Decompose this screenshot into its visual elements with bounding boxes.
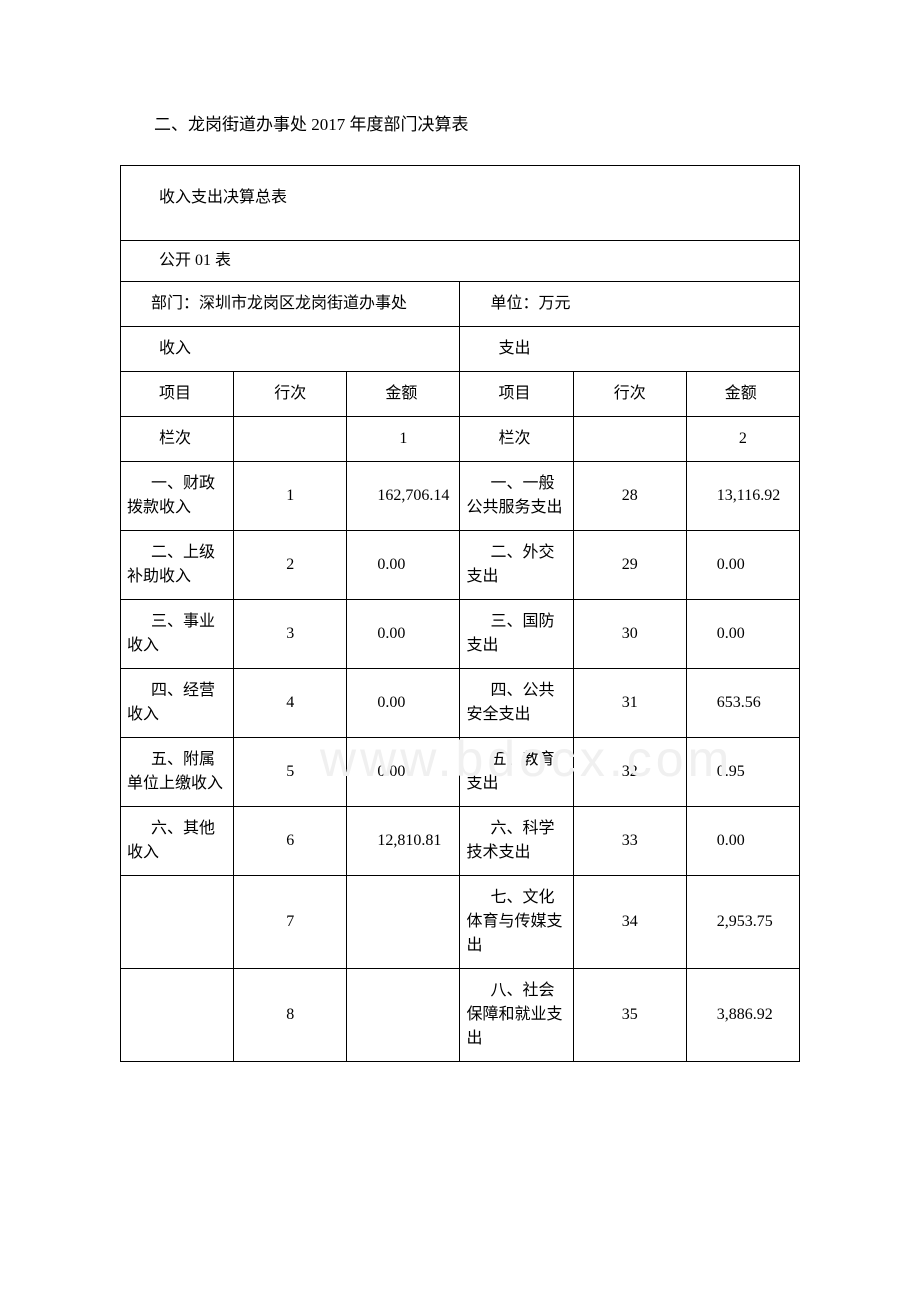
col-header-item-1: 项目 bbox=[121, 372, 234, 417]
income-amount bbox=[347, 876, 460, 969]
income-amount: 0.00 bbox=[347, 600, 460, 669]
income-item bbox=[121, 876, 234, 969]
col-index-label-2: 栏次 bbox=[460, 417, 573, 462]
col-header-amount-2: 金额 bbox=[686, 372, 799, 417]
expense-amount: 0.00 bbox=[686, 807, 799, 876]
expense-row-no: 31 bbox=[573, 669, 686, 738]
table-row: 六、其他收入 6 12,810.81 六、科学技术支出 33 0.00 bbox=[121, 807, 800, 876]
expense-row-no: 35 bbox=[573, 969, 686, 1062]
income-row-no: 3 bbox=[234, 600, 347, 669]
income-row-no: 7 bbox=[234, 876, 347, 969]
expense-amount: 0.95 bbox=[686, 738, 799, 807]
income-amount: 0.00 bbox=[347, 738, 460, 807]
income-amount: 0.00 bbox=[347, 531, 460, 600]
col-header-amount-1: 金额 bbox=[347, 372, 460, 417]
income-item: 四、经营收入 bbox=[121, 669, 234, 738]
income-item bbox=[121, 969, 234, 1062]
income-header: 收入 bbox=[121, 327, 460, 372]
income-amount: 12,810.81 bbox=[347, 807, 460, 876]
income-row-no: 4 bbox=[234, 669, 347, 738]
expense-header: 支出 bbox=[460, 327, 800, 372]
expense-amount: 0.00 bbox=[686, 531, 799, 600]
expense-row-no: 34 bbox=[573, 876, 686, 969]
expense-item: 二、外交支出 bbox=[460, 531, 573, 600]
unit-label: 单位：万元 bbox=[460, 282, 800, 327]
income-row-no: 8 bbox=[234, 969, 347, 1062]
expense-item: 五、教育支出 bbox=[460, 738, 573, 807]
expense-item: 八、社会保障和就业支出 bbox=[460, 969, 573, 1062]
expense-item: 七、文化体育与传媒支出 bbox=[460, 876, 573, 969]
expense-row-no: 30 bbox=[573, 600, 686, 669]
income-item: 三、事业收入 bbox=[121, 600, 234, 669]
table-row: 一、财政拨款收入 1 162,706.14 一、一般公共服务支出 28 13,1… bbox=[121, 462, 800, 531]
income-item: 五、附属单位上缴收入 bbox=[121, 738, 234, 807]
table-title: 收入支出决算总表 bbox=[121, 166, 800, 241]
income-item: 一、财政拨款收入 bbox=[121, 462, 234, 531]
income-amount bbox=[347, 969, 460, 1062]
table-row: 三、事业收入 3 0.00 三、国防支出 30 0.00 bbox=[121, 600, 800, 669]
table-row: 五、附属单位上缴收入 5 0.00 五、教育支出 32 0.95 bbox=[121, 738, 800, 807]
income-col-index: 1 bbox=[347, 417, 460, 462]
col-index-label-1: 栏次 bbox=[121, 417, 234, 462]
income-row-no: 1 bbox=[234, 462, 347, 531]
expense-item: 六、科学技术支出 bbox=[460, 807, 573, 876]
income-row-no: 6 bbox=[234, 807, 347, 876]
expense-amount: 0.00 bbox=[686, 600, 799, 669]
expense-row-no: 28 bbox=[573, 462, 686, 531]
income-amount: 0.00 bbox=[347, 669, 460, 738]
expense-amount: 3,886.92 bbox=[686, 969, 799, 1062]
budget-table: 收入支出决算总表 公开 01 表 部门：深圳市龙岗区龙岗街道办事处 单位：万元 … bbox=[120, 165, 800, 1062]
expense-amount: 13,116.92 bbox=[686, 462, 799, 531]
expense-row-no: 32 bbox=[573, 738, 686, 807]
col-header-rowno-1: 行次 bbox=[234, 372, 347, 417]
income-row-no: 5 bbox=[234, 738, 347, 807]
col-header-item-2: 项目 bbox=[460, 372, 573, 417]
expense-row-no: 29 bbox=[573, 531, 686, 600]
income-amount: 162,706.14 bbox=[347, 462, 460, 531]
department-label: 部门：深圳市龙岗区龙岗街道办事处 bbox=[121, 282, 460, 327]
table-row: 四、经营收入 4 0.00 四、公共安全支出 31 653.56 bbox=[121, 669, 800, 738]
expense-amount: 2,953.75 bbox=[686, 876, 799, 969]
blank-cell bbox=[234, 417, 347, 462]
table-code: 公开 01 表 bbox=[121, 241, 800, 282]
table-row: 二、上级补助收入 2 0.00 二、外交支出 29 0.00 bbox=[121, 531, 800, 600]
income-item: 二、上级补助收入 bbox=[121, 531, 234, 600]
expense-amount: 653.56 bbox=[686, 669, 799, 738]
expense-item: 三、国防支出 bbox=[460, 600, 573, 669]
table-row: 8 八、社会保障和就业支出 35 3,886.92 bbox=[121, 969, 800, 1062]
income-row-no: 2 bbox=[234, 531, 347, 600]
expense-item: 一、一般公共服务支出 bbox=[460, 462, 573, 531]
blank-cell bbox=[573, 417, 686, 462]
income-item: 六、其他收入 bbox=[121, 807, 234, 876]
col-header-rowno-2: 行次 bbox=[573, 372, 686, 417]
page-title: 二、龙岗街道办事处 2017 年度部门决算表 bbox=[120, 110, 800, 135]
expense-item: 四、公共安全支出 bbox=[460, 669, 573, 738]
expense-row-no: 33 bbox=[573, 807, 686, 876]
table-row: 7 七、文化体育与传媒支出 34 2,953.75 bbox=[121, 876, 800, 969]
expense-col-index: 2 bbox=[686, 417, 799, 462]
